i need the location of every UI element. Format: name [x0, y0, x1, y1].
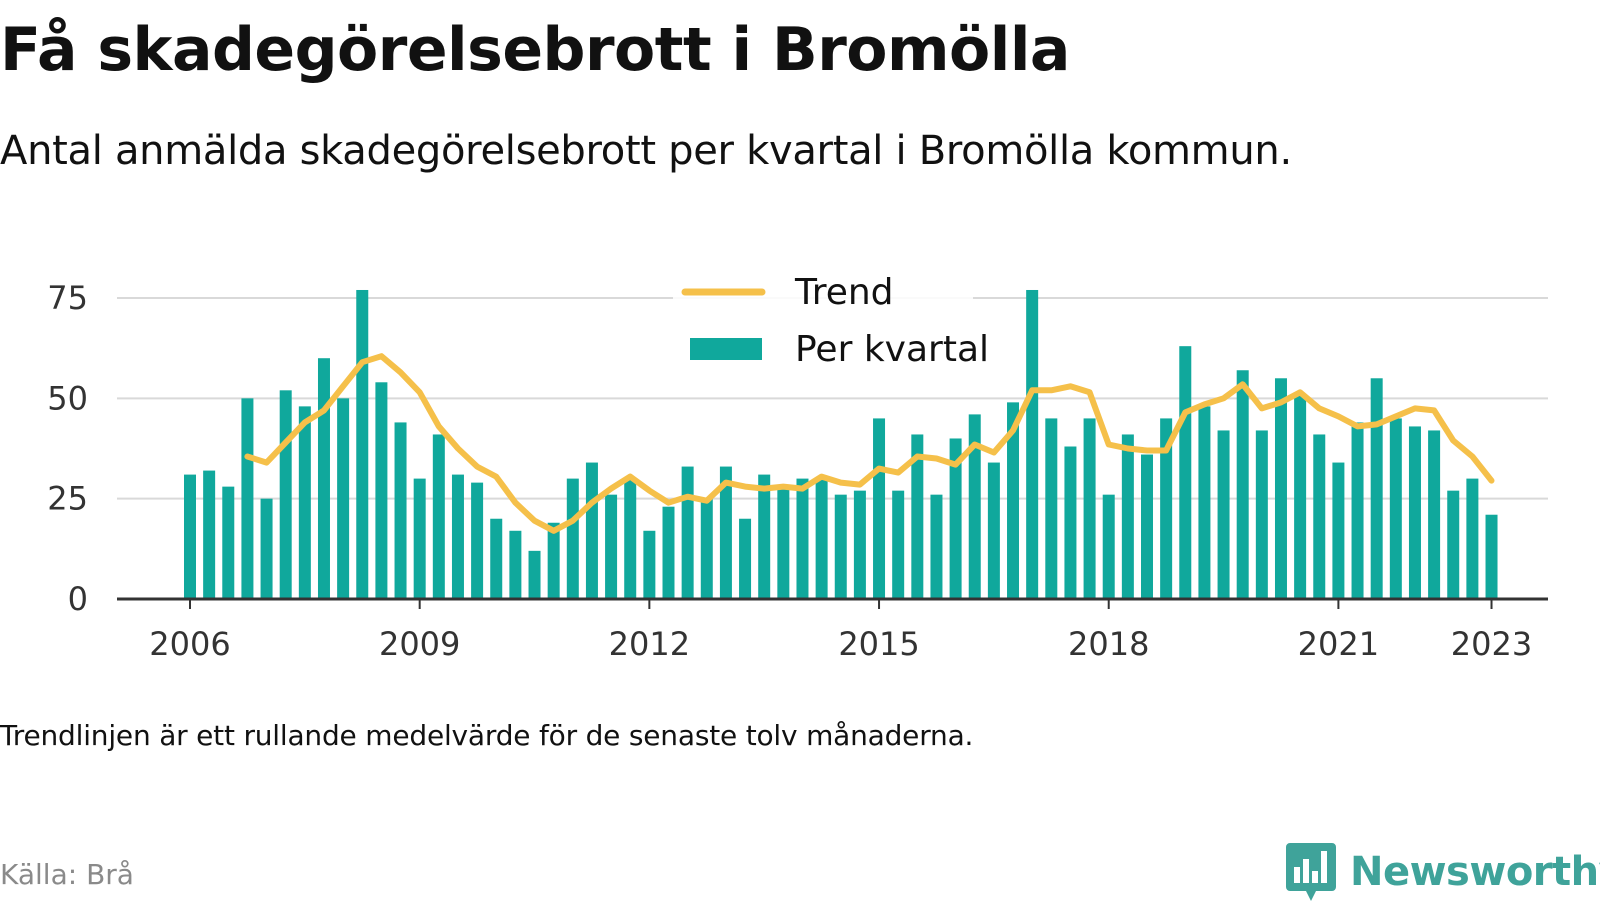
bar — [509, 530, 522, 599]
bar — [1007, 402, 1020, 599]
brand-name: Newsworthy — [1350, 849, 1600, 895]
bar — [1217, 430, 1230, 599]
bar — [873, 418, 886, 599]
x-tick-label: 2021 — [1298, 625, 1379, 663]
bar — [317, 358, 330, 599]
bar — [1083, 418, 1096, 599]
bar — [1447, 490, 1460, 599]
bar — [834, 494, 847, 599]
footnote: Trendlinjen är ett rullande medelvärde f… — [0, 719, 974, 752]
bar — [681, 466, 694, 599]
bar — [1160, 418, 1173, 599]
bars — [184, 289, 1498, 599]
legend-bars-swatch — [690, 338, 762, 360]
bar — [1351, 422, 1364, 599]
bar — [1064, 446, 1077, 599]
bar — [1370, 378, 1383, 599]
bar — [1179, 346, 1192, 599]
bar — [662, 506, 675, 599]
bar — [1045, 418, 1058, 599]
bar — [1294, 394, 1307, 599]
bar — [930, 494, 943, 599]
bar — [1236, 370, 1249, 599]
bar — [241, 398, 254, 599]
bar — [624, 478, 637, 599]
bar — [719, 466, 732, 599]
bar — [203, 470, 216, 599]
bar — [968, 414, 981, 599]
brand-logo: Newsworthy — [1286, 842, 1600, 902]
bar — [566, 478, 579, 599]
x-tick-label: 2015 — [838, 625, 919, 663]
y-tick-label: 0 — [68, 580, 88, 618]
source-note: Källa: Brå — [0, 858, 134, 891]
bar — [471, 482, 484, 599]
bar — [815, 478, 828, 599]
chart-subtitle: Antal anmälda skadegörelsebrott per kvar… — [0, 128, 1292, 174]
bar — [184, 474, 196, 599]
bar — [1255, 430, 1268, 599]
y-tick-label: 50 — [47, 379, 88, 417]
x-tick-label: 2018 — [1068, 625, 1149, 663]
bar — [605, 494, 618, 599]
bar — [260, 498, 273, 599]
bar — [987, 462, 1000, 599]
bar — [1141, 454, 1153, 599]
x-tick-label: 2006 — [149, 625, 230, 663]
bar — [1332, 462, 1345, 599]
bar — [279, 390, 292, 599]
bar — [1389, 418, 1402, 599]
bar — [796, 478, 809, 599]
trend-line-group — [244, 353, 1495, 534]
newsworthy-bar-chart-icon — [1286, 843, 1336, 901]
y-tick-label: 25 — [47, 480, 88, 518]
bar — [1408, 426, 1421, 599]
bar — [1466, 478, 1479, 599]
x-tick-label: 2009 — [379, 625, 460, 663]
bar — [375, 382, 388, 599]
bar — [1198, 406, 1211, 599]
bar — [1428, 430, 1441, 599]
bar — [1102, 494, 1115, 599]
legend-bars-label: Per kvartal — [795, 329, 989, 370]
bar — [892, 490, 905, 599]
bar — [949, 438, 962, 599]
bar — [1313, 434, 1326, 599]
bar — [547, 522, 560, 599]
bar — [394, 422, 407, 599]
bar — [432, 434, 445, 599]
bar — [490, 518, 503, 599]
bar — [853, 490, 866, 599]
bar — [337, 398, 350, 599]
bar — [1274, 378, 1287, 599]
legend-background — [673, 280, 973, 380]
bar — [298, 406, 311, 599]
bar — [451, 474, 464, 599]
chart-title: Få skadegörelsebrott i Bromölla — [0, 15, 1070, 85]
x-axis: 2006 2009 2012 2015 2018 2021 2023 — [117, 597, 1548, 663]
bar — [585, 462, 598, 599]
chart: 0 25 50 75 2006 2009 2012 2015 2018 2021 2023 Tre… — [47, 272, 1548, 663]
bar — [528, 550, 541, 599]
bar — [222, 486, 235, 599]
bar — [739, 518, 752, 599]
legend-trend-label: Trend — [794, 272, 894, 313]
bar — [700, 498, 713, 599]
bar — [758, 474, 771, 599]
bar — [1485, 514, 1498, 599]
legend: Trend Per kvartal — [673, 272, 989, 380]
bar — [1026, 289, 1039, 599]
bar — [777, 486, 790, 599]
bar — [1121, 434, 1134, 599]
trend-line — [244, 353, 1495, 534]
bar — [643, 530, 656, 599]
bar — [413, 478, 426, 599]
x-tick-label: 2023 — [1451, 625, 1532, 663]
bar — [911, 434, 924, 599]
bar — [356, 289, 369, 599]
y-tick-labels: 0 25 50 75 — [47, 279, 88, 618]
y-tick-label: 75 — [47, 279, 88, 317]
x-tick-label: 2012 — [609, 625, 690, 663]
